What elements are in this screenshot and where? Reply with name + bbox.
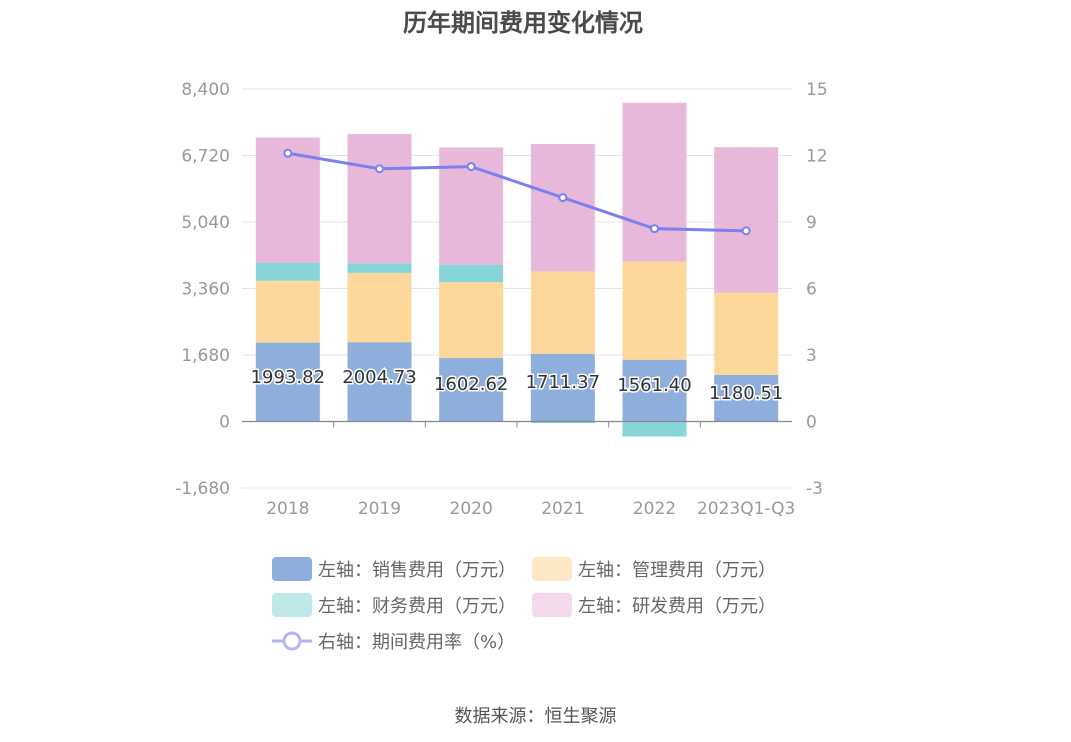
legend-label-admin: 左轴：管理费用（万元）: [578, 560, 776, 581]
left-axis-tick-label: 3,360: [181, 280, 230, 300]
left-axis-tick-label: -1,680: [175, 479, 230, 499]
chart-title: 历年期间费用变化情况: [403, 9, 643, 37]
bar-rnd: [530, 143, 595, 272]
bar-finance: [439, 264, 504, 283]
legend-item-admin[interactable]: 左轴：管理费用（万元）: [532, 556, 776, 582]
bar-admin: [714, 292, 779, 375]
data-source: 数据来源：恒生聚源: [454, 706, 617, 727]
expense-rate-point: [650, 224, 659, 234]
expense-rate-point: [375, 164, 384, 174]
bar-finance: [347, 263, 412, 273]
right-axis-tick-label: 3: [806, 346, 817, 366]
data-label-sales: 1602.62: [434, 374, 508, 395]
bar-admin: [439, 282, 504, 359]
right-axis-tick-label: 15: [806, 80, 828, 100]
bar-rnd: [255, 137, 320, 264]
bar-sales: [255, 342, 320, 422]
bar-finance: [622, 421, 687, 437]
legend-swatch-admin: [532, 557, 572, 581]
left-axis-tick-label: 8,400: [181, 80, 230, 100]
bar-sales: [714, 374, 779, 422]
bar-admin: [255, 280, 320, 343]
right-axis-tick-label: 6: [806, 280, 817, 300]
left-axis-tick-label: 1,680: [181, 346, 230, 366]
legend-swatch-rnd: [532, 593, 572, 617]
expense-rate-point: [466, 162, 476, 172]
legend-item-rnd[interactable]: 左轴：研发费用（万元）: [532, 592, 776, 618]
bar-admin: [347, 272, 412, 343]
bar-rnd: [622, 102, 687, 262]
right-axis-tick-label: 0: [806, 413, 817, 433]
x-axis-tick-label: 2022: [633, 499, 676, 519]
expense-rate-point: [283, 148, 293, 158]
legend-label-sales: 左轴：销售费用（万元）: [318, 560, 516, 581]
legend-swatch-sales: [272, 557, 312, 581]
data-label-sales: 1561.40: [617, 375, 691, 396]
legend-label-rnd: 左轴：研发费用（万元）: [578, 596, 776, 617]
bar-sales: [439, 358, 504, 422]
legend-swatch-finance: [272, 593, 312, 617]
left-axis-tick-label: 0: [219, 413, 230, 433]
data-label-sales: 2004.73: [342, 367, 416, 388]
data-label-sales: 1180.51: [709, 383, 783, 404]
bar-rnd: [714, 147, 779, 293]
x-axis-tick-label: 2021: [541, 499, 584, 519]
legend-label-finance: 左轴：财务费用（万元）: [318, 596, 516, 617]
legend-line-icon: [272, 631, 312, 651]
data-label-sales: 1711.37: [526, 372, 600, 393]
bar-finance: [530, 421, 595, 424]
legend-label-expense-rate: 右轴：期间费用率（%）: [318, 632, 516, 653]
data-label-sales: 1993.82: [251, 367, 325, 388]
bar-finance: [255, 263, 320, 281]
legend-item-expense-rate[interactable]: 右轴：期间费用率（%）: [272, 628, 515, 654]
bar-sales: [347, 342, 412, 422]
bar-sales: [622, 359, 687, 422]
right-axis-tick-label: -3: [806, 479, 823, 499]
expense-rate-line: [287, 151, 747, 233]
bar-sales: [530, 353, 595, 422]
expense-rate-point: [558, 193, 568, 203]
x-axis-tick-label: 2019: [358, 499, 401, 519]
expense-rate-point: [741, 226, 751, 236]
legend-item-finance[interactable]: 左轴：财务费用（万元）: [272, 592, 516, 618]
legend-item-sales[interactable]: 左轴：销售费用（万元）: [272, 556, 516, 582]
bar-admin: [622, 261, 687, 360]
x-axis-tick-label: 2023Q1-Q3: [697, 499, 795, 519]
left-axis-tick-label: 6,720: [181, 147, 230, 167]
left-axis-tick-label: 5,040: [181, 213, 230, 233]
x-axis-tick-label: 2020: [450, 499, 493, 519]
right-axis-tick-label: 12: [806, 147, 828, 167]
right-axis-tick-label: 9: [806, 213, 817, 233]
bar-rnd: [347, 133, 412, 264]
bar-admin: [530, 271, 595, 354]
x-axis-tick-label: 2018: [266, 499, 309, 519]
